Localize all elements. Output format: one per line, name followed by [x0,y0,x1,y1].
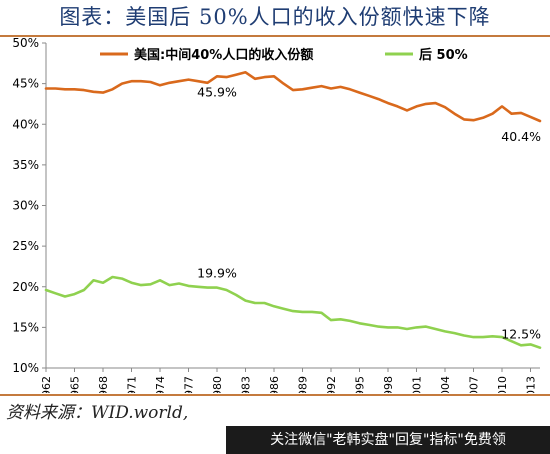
legend-item-bottom-50: 后 50% [385,47,468,63]
legend: 美国:中间40%人口的收入份额 后 50% [100,47,468,63]
y-tick-label: 10% [12,361,39,375]
series-line-bottom-50 [44,275,542,350]
x-tick-label: 1998 [382,376,395,393]
source-note: 资料来源：WID.world, [6,403,189,423]
x-tick-label: 1995 [354,376,367,393]
x-tick-label: 2004 [439,376,452,393]
x-tick-label: 1992 [325,376,338,393]
x-tick-label: 1983 [240,376,253,393]
x-axis: 1962 1965 1968 1971 1974 1977 1980 1983 1986 1989… [40,367,540,393]
legend-label: 后 50% [419,47,468,63]
x-tick-label: 1977 [183,376,196,393]
legend-item-middle-40: 美国:中间40%人口的收入份额 [100,47,313,63]
data-label: 45.9% [197,84,237,99]
series-line-middle-40 [44,70,542,123]
x-tick-label: 1980 [211,376,224,393]
data-label: 12.5% [501,327,541,342]
annotations: 45.9% 40.4% 19.9% 12.5% [197,84,541,341]
data-label: 40.4% [501,129,541,144]
x-tick-label: 1968 [97,376,110,393]
y-tick-label: 35% [12,158,39,172]
y-tick-label: 25% [12,239,39,253]
x-tick-label: 2013 [525,376,538,393]
title-divider [0,35,550,37]
y-tick-label: 45% [12,77,39,91]
y-tick-label: 15% [12,320,39,334]
legend-label: 美国:中间40%人口的收入份额 [134,47,313,63]
source-divider [0,394,550,396]
data-label: 19.9% [197,266,237,281]
line-chart: 10% 15% 20% 25% 30% 35% 40% 45% 50% 1962 1965 1968… [12,37,542,393]
x-tick-label: 1989 [297,376,310,393]
y-tick-label: 20% [12,280,39,294]
x-tick-label: 1962 [40,376,53,393]
x-tick-label: 2010 [496,376,509,393]
promo-banner: 关注微信"老韩实盘"回复"指标"免费领 [226,426,550,454]
y-axis: 10% 15% 20% 25% 30% 35% 40% 45% 50% [12,37,47,375]
y-tick-label: 50% [12,37,39,50]
x-tick-label: 1974 [154,376,167,393]
x-tick-label: 1971 [126,376,139,393]
chart-title: 图表：美国后 50%人口的收入份额快速下降 [59,5,491,29]
x-tick-label: 2001 [411,376,424,393]
series-layer [44,70,542,350]
y-tick-label: 40% [12,117,39,131]
x-tick-label: 1986 [268,376,281,393]
x-tick-label: 1965 [69,376,82,393]
x-tick-label: 2007 [468,376,481,393]
y-tick-label: 30% [12,199,39,213]
